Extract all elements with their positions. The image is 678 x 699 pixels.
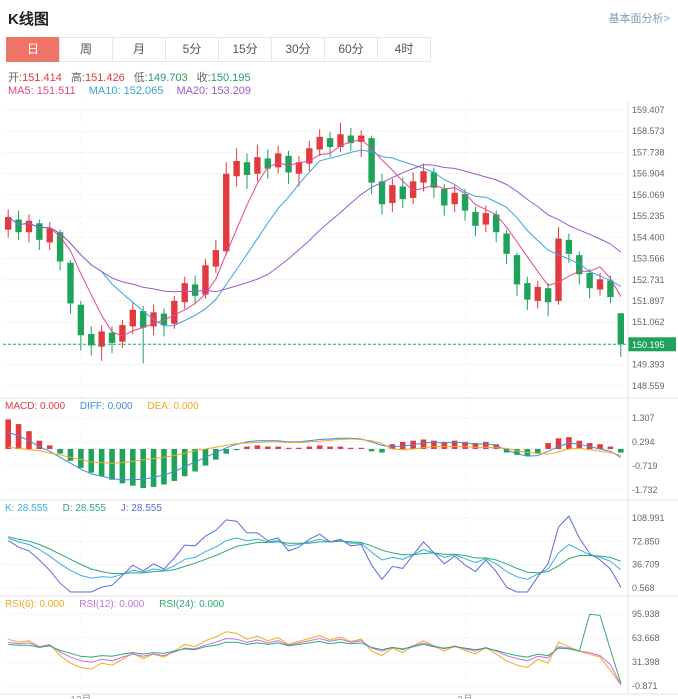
svg-text:158.573: 158.573 <box>632 126 665 136</box>
svg-text:12月: 12月 <box>70 694 91 699</box>
svg-text:0.294: 0.294 <box>632 437 655 447</box>
svg-text:159.407: 159.407 <box>632 105 665 115</box>
rsi-header: RSI(6): 0.000 RSI(12): 0.000 RSI(24): 0.… <box>5 599 236 610</box>
ma20-value: MA20: 153.209 <box>176 85 252 97</box>
tab-day[interactable]: 日 <box>6 37 60 62</box>
svg-text:150.195: 150.195 <box>632 340 665 350</box>
tab-15min[interactable]: 15分 <box>218 37 272 62</box>
svg-text:148.559: 148.559 <box>632 381 665 391</box>
tab-week[interactable]: 周 <box>59 37 113 62</box>
tab-30min[interactable]: 30分 <box>271 37 325 62</box>
rsi24-value: RSI(24): 0.000 <box>159 599 225 610</box>
svg-text:108.991: 108.991 <box>632 513 665 523</box>
svg-text:0.568: 0.568 <box>632 583 655 593</box>
rsi6-value: RSI(6): 0.000 <box>5 599 65 610</box>
ma10-value: MA10: 152.065 <box>88 85 164 97</box>
svg-text:149.393: 149.393 <box>632 360 665 370</box>
chart-area: 159.407 158.573 157.738 156.904 156.069 155.2… <box>0 102 678 699</box>
svg-text:2月: 2月 <box>457 694 473 699</box>
svg-text:151.062: 151.062 <box>632 317 665 327</box>
rsi12-value: RSI(12): 0.000 <box>79 599 145 610</box>
high-label: 高: <box>70 72 85 84</box>
svg-text:-0.871: -0.871 <box>632 681 658 691</box>
svg-text:-1.732: -1.732 <box>632 485 658 495</box>
ma5-value: MA5: 151.511 <box>8 85 76 97</box>
high-value: 151.426 <box>84 72 125 84</box>
close-label: 收: <box>196 72 211 84</box>
close-value: 150.195 <box>210 72 251 84</box>
svg-text:-0.719: -0.719 <box>632 461 658 471</box>
svg-text:154.400: 154.400 <box>632 232 665 242</box>
d-value: D: 28.555 <box>62 503 106 514</box>
tab-5min[interactable]: 5分 <box>165 37 219 62</box>
topbar: K线图 基本面分析> <box>0 0 678 34</box>
svg-text:156.069: 156.069 <box>632 190 665 200</box>
svg-text:31.398: 31.398 <box>632 657 660 667</box>
svg-text:63.668: 63.668 <box>632 633 660 643</box>
period-tabs: 日 周 月 5分 15分 30分 60分 4时 <box>0 37 678 62</box>
page-title: K线图 <box>8 11 49 28</box>
open-value: 151.414 <box>22 72 62 84</box>
k-value: K: 28.555 <box>5 503 48 514</box>
low-label: 低: <box>133 72 148 84</box>
dea-value: DEA: 0.000 <box>147 401 199 412</box>
svg-text:95.938: 95.938 <box>632 609 660 619</box>
svg-text:152.731: 152.731 <box>632 275 665 285</box>
diff-value: DIFF: 0.000 <box>79 401 133 412</box>
macd-header: MACD: 0.000 DIFF: 0.000 DEA: 0.000 <box>5 401 211 412</box>
open-label: 开: <box>8 72 23 84</box>
kdj-header: K: 28.555 D: 28.555 J: 28.555 <box>5 503 174 514</box>
ma-row: MA5: 151.511 MA10: 152.065 MA20: 153.209 <box>0 82 678 98</box>
tab-month[interactable]: 月 <box>112 37 166 62</box>
svg-text:36.709: 36.709 <box>632 560 660 570</box>
svg-text:156.904: 156.904 <box>632 169 665 179</box>
j-value: J: 28.555 <box>120 503 162 514</box>
svg-text:155.235: 155.235 <box>632 211 665 221</box>
ohlc-row: 开:151.414 高:151.426 低:149.703 收:150.195 <box>0 62 678 84</box>
low-value: 149.703 <box>147 72 188 84</box>
svg-text:72.850: 72.850 <box>632 536 660 546</box>
svg-text:151.897: 151.897 <box>632 296 665 306</box>
tab-4hour[interactable]: 4时 <box>377 37 431 62</box>
svg-text:157.738: 157.738 <box>632 147 665 157</box>
svg-text:1.307: 1.307 <box>632 413 655 423</box>
fundamental-analysis-link[interactable]: 基本面分析> <box>608 13 670 25</box>
kline-chart[interactable]: 159.407 158.573 157.738 156.904 156.069 155.2… <box>0 102 678 699</box>
svg-text:153.566: 153.566 <box>632 254 665 264</box>
tab-60min[interactable]: 60分 <box>324 37 378 62</box>
macd-value: MACD: 0.000 <box>5 401 66 412</box>
